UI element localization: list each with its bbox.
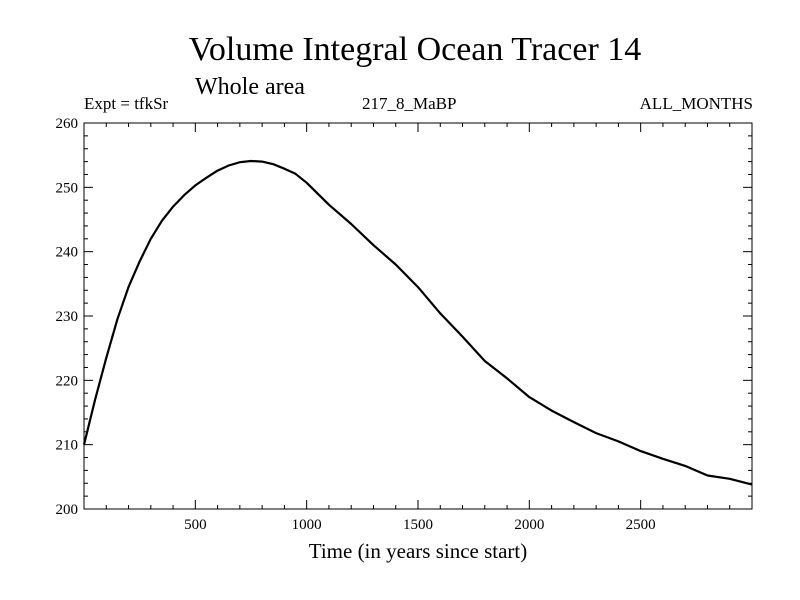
x-tick-label: 500	[184, 517, 207, 533]
x-tick-label: 1500	[403, 517, 433, 533]
y-axis: 200 210 220 230 240 250 260	[56, 116, 752, 518]
chart-subtitle: Whole area	[195, 74, 305, 100]
chart-title: Volume Integral Ocean Tracer 14	[189, 31, 642, 68]
experiment-label: Expt = tfkSr	[84, 94, 169, 113]
run-label: 217_8_MaBP	[362, 94, 456, 113]
y-tick-label: 240	[56, 245, 79, 261]
y-tick-label: 220	[56, 373, 79, 389]
y-tick-label: 200	[56, 502, 79, 518]
x-axis-label: Time (in years since start)	[309, 539, 528, 563]
y-tick-label: 250	[56, 180, 79, 196]
series-line	[82, 159, 753, 486]
y-tick-label: 260	[56, 116, 79, 132]
plot-frame	[83, 122, 753, 510]
months-label: ALL_MONTHS	[640, 94, 753, 113]
x-tick-label: 2500	[626, 517, 656, 533]
y-tick-label: 230	[56, 309, 79, 325]
y-tick-label: 210	[56, 438, 79, 454]
x-axis: 500 1000 1500 2000 2500	[105, 123, 731, 533]
x-tick-label: 2000	[514, 517, 544, 533]
x-tick-label: 1000	[292, 517, 322, 533]
